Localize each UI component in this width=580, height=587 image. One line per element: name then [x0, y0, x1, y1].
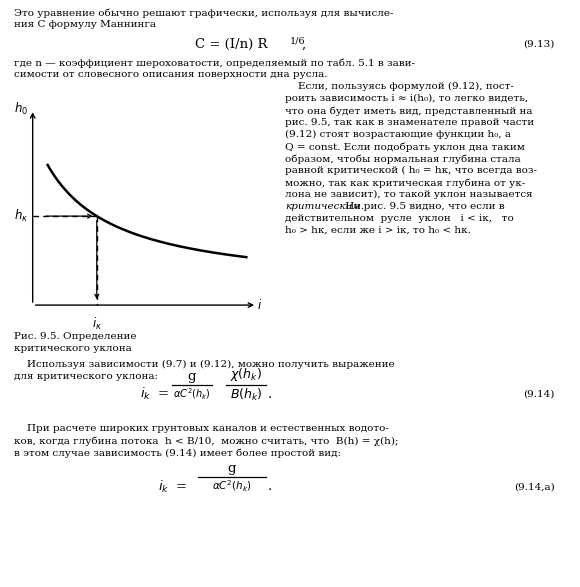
Text: равной критической ( h₀ = hк, что всегда воз-: равной критической ( h₀ = hк, что всегда… [285, 166, 537, 175]
Text: Это уравнение обычно решают графически, используя для вычисле-: Это уравнение обычно решают графически, … [14, 8, 393, 18]
Text: для критического уклона:: для критического уклона: [14, 372, 158, 381]
Text: можно, так как критическая глубина от ук-: можно, так как критическая глубина от ук… [285, 178, 525, 187]
Text: (9.13): (9.13) [524, 40, 555, 49]
Text: ков, когда глубина потока  h < B/10,  можно считать, что  B(h) = χ(h);: ков, когда глубина потока h < B/10, можн… [14, 436, 398, 446]
Text: $i_k$: $i_k$ [158, 479, 169, 495]
Text: лона не зависит), то такой уклон называется: лона не зависит), то такой уклон называе… [285, 190, 532, 199]
Text: критическим.: критическим. [285, 202, 364, 211]
Text: g: g [188, 370, 196, 383]
Text: образом, чтобы нормальная глубина стала: образом, чтобы нормальная глубина стала [285, 154, 521, 164]
Text: что она будет иметь вид, представленный на: что она будет иметь вид, представленный … [285, 106, 532, 116]
Text: ния C формулу Маннинга: ния C формулу Маннинга [14, 20, 156, 29]
Text: 1/6: 1/6 [290, 37, 306, 46]
Text: h₀ > hк, если же i > iк, то h₀ < hк.: h₀ > hк, если же i > iк, то h₀ < hк. [285, 226, 471, 235]
Text: симости от словесного описания поверхности дна русла.: симости от словесного описания поверхнос… [14, 70, 328, 79]
Text: (9.14): (9.14) [524, 390, 555, 399]
Text: $B(h_k)$: $B(h_k)$ [230, 387, 262, 403]
Text: $\chi(h_k)$: $\chi(h_k)$ [230, 366, 262, 383]
Text: Q = const. Если подобрать уклон дна таким: Q = const. Если подобрать уклон дна таки… [285, 142, 525, 151]
Text: C = (I/n) R: C = (I/n) R [195, 38, 267, 51]
Text: в этом случае зависимость (9.14) имеет более простой вид:: в этом случае зависимость (9.14) имеет б… [14, 448, 341, 457]
Text: (9.14,а): (9.14,а) [514, 483, 555, 491]
Text: $i_k$: $i_k$ [140, 386, 151, 402]
Text: На рис. 9.5 видно, что если в: На рис. 9.5 видно, что если в [342, 202, 505, 211]
Text: .: . [268, 481, 272, 494]
Text: =: = [158, 387, 169, 400]
Text: $i_\kappa$: $i_\kappa$ [92, 316, 102, 332]
Text: $\alpha C^2(h_k)$: $\alpha C^2(h_k)$ [212, 479, 252, 494]
Text: При расчете широких грунтовых каналов и естественных водото-: При расчете широких грунтовых каналов и … [14, 424, 389, 433]
Text: $i$: $i$ [257, 298, 262, 312]
Text: Если, пользуясь формулой (9.12), пост-: Если, пользуясь формулой (9.12), пост- [285, 82, 514, 91]
Text: $h_\kappa$: $h_\kappa$ [14, 208, 28, 224]
Text: (9.12) стоят возрастающие функции h₀, а: (9.12) стоят возрастающие функции h₀, а [285, 130, 511, 139]
Text: $\alpha C^2(h_k)$: $\alpha C^2(h_k)$ [173, 387, 211, 403]
Text: роить зависимость i ≈ i(h₀), то легко видеть,: роить зависимость i ≈ i(h₀), то легко ви… [285, 94, 528, 103]
Text: $h_0$: $h_0$ [14, 102, 28, 117]
Text: Используя зависимости (9.7) и (9.12), можно получить выражение: Используя зависимости (9.7) и (9.12), мо… [14, 360, 394, 369]
Text: Рис. 9.5. Определение: Рис. 9.5. Определение [14, 332, 136, 341]
Text: действительном  русле  уклон   i < iк,   то: действительном русле уклон i < iк, то [285, 214, 514, 223]
Text: где n — коэффициент шероховатости, определяемый по табл. 5.1 в зави-: где n — коэффициент шероховатости, опред… [14, 58, 415, 68]
Text: критического уклона: критического уклона [14, 344, 132, 353]
Text: рис. 9.5, так как в знаменателе правой части: рис. 9.5, так как в знаменателе правой ч… [285, 118, 534, 127]
Text: =: = [176, 481, 187, 494]
Text: ,: , [302, 38, 306, 51]
Text: .: . [268, 387, 272, 400]
Text: g: g [228, 462, 236, 475]
